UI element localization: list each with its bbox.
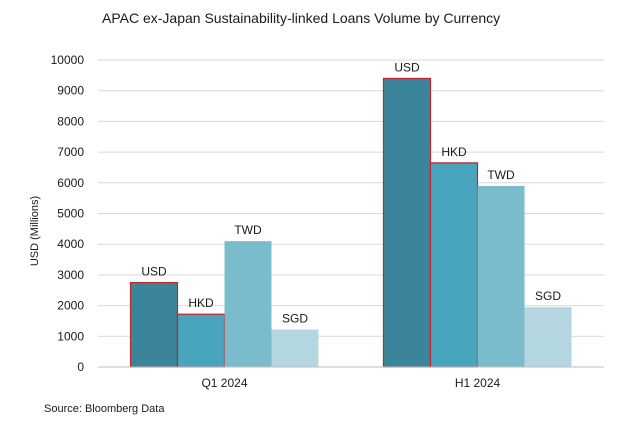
bar-usd-1 — [129, 281, 179, 368]
x-axis-ticks: Q1 2024 H1 2024 — [201, 376, 500, 390]
x-tick-label: Q1 2024 — [201, 376, 247, 390]
y-tick-label: 0 — [77, 360, 84, 374]
bar-twd-2 — [477, 185, 525, 367]
bar-twd-1 — [224, 241, 272, 367]
bar-label: TWD — [487, 168, 515, 182]
bars — [129, 77, 572, 368]
chart-title: APAC ex-Japan Sustainability-linked Loan… — [102, 10, 500, 26]
y-tick-label: 4000 — [57, 237, 84, 251]
bar-label: SGD — [282, 312, 308, 326]
y-tick-label: 8000 — [57, 114, 84, 128]
y-tick-label: 10000 — [51, 53, 85, 67]
y-tick-label: 9000 — [57, 84, 84, 98]
bar-hkd-1 — [176, 313, 226, 368]
y-tick-label: 6000 — [57, 176, 84, 190]
bar-label: SGD — [535, 289, 561, 303]
y-axis-ticks: 0 1000 2000 3000 4000 5000 6000 7000 8000 9000 100… — [51, 53, 85, 374]
bar-labels: USD HKD TWD SGD USD HKD TWD SGD — [141, 60, 561, 325]
bar-label: TWD — [234, 223, 262, 237]
y-tick-label: 5000 — [57, 207, 84, 221]
y-tick-label: 3000 — [57, 268, 84, 282]
y-tick-label: 7000 — [57, 145, 84, 159]
bar-label: USD — [141, 265, 167, 279]
y-tick-label: 1000 — [57, 329, 84, 343]
bar-sgd-2 — [524, 307, 572, 367]
bar-label: HKD — [441, 145, 467, 159]
bar-sgd-1 — [271, 329, 319, 367]
source-note: Source: Bloomberg Data — [44, 403, 165, 415]
bar-label: HKD — [188, 296, 214, 310]
bar-usd-2 — [382, 77, 432, 368]
y-axis-label: USD (Millions) — [29, 196, 41, 266]
gridlines — [98, 59, 604, 337]
x-tick-label: H1 2024 — [455, 376, 501, 390]
bar-hkd-2 — [429, 162, 479, 368]
y-tick-label: 2000 — [57, 299, 84, 313]
bar-label: USD — [394, 60, 420, 74]
